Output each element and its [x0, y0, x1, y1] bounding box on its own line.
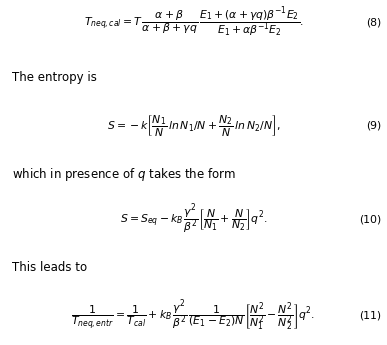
Text: (10): (10) — [359, 214, 381, 224]
Text: $\dfrac{1}{T_{neq,entr}} = \dfrac{1}{T_{cal}} + k_B\,\dfrac{\gamma^2}{\beta^2}\,: $\dfrac{1}{T_{neq,entr}} = \dfrac{1}{T_{… — [72, 298, 315, 333]
Text: (8): (8) — [366, 18, 381, 27]
Text: $S = -k\left[\dfrac{N_1}{N}\,ln\,N_1/N + \dfrac{N_2}{N}\,ln\,N_2/N\right],$: $S = -k\left[\dfrac{N_1}{N}\,ln\,N_1/N +… — [106, 113, 281, 139]
Text: (11): (11) — [359, 311, 381, 321]
Text: $T_{neq,cal} = T\,\dfrac{\alpha+\beta}{\alpha+\beta+\gamma q}\,\dfrac{E_1+(\alph: $T_{neq,cal} = T\,\dfrac{\alpha+\beta}{\… — [84, 6, 303, 39]
Text: $S = S_{eq} - k_B\,\dfrac{\gamma^2}{\beta^2}\left[\dfrac{N}{N_1}+\dfrac{N}{N_2}\: $S = S_{eq} - k_B\,\dfrac{\gamma^2}{\bet… — [120, 202, 267, 236]
Text: which in presence of $q$ takes the form: which in presence of $q$ takes the form — [12, 166, 235, 183]
Text: The entropy is: The entropy is — [12, 71, 96, 84]
Text: This leads to: This leads to — [12, 261, 87, 274]
Text: (9): (9) — [366, 121, 381, 131]
